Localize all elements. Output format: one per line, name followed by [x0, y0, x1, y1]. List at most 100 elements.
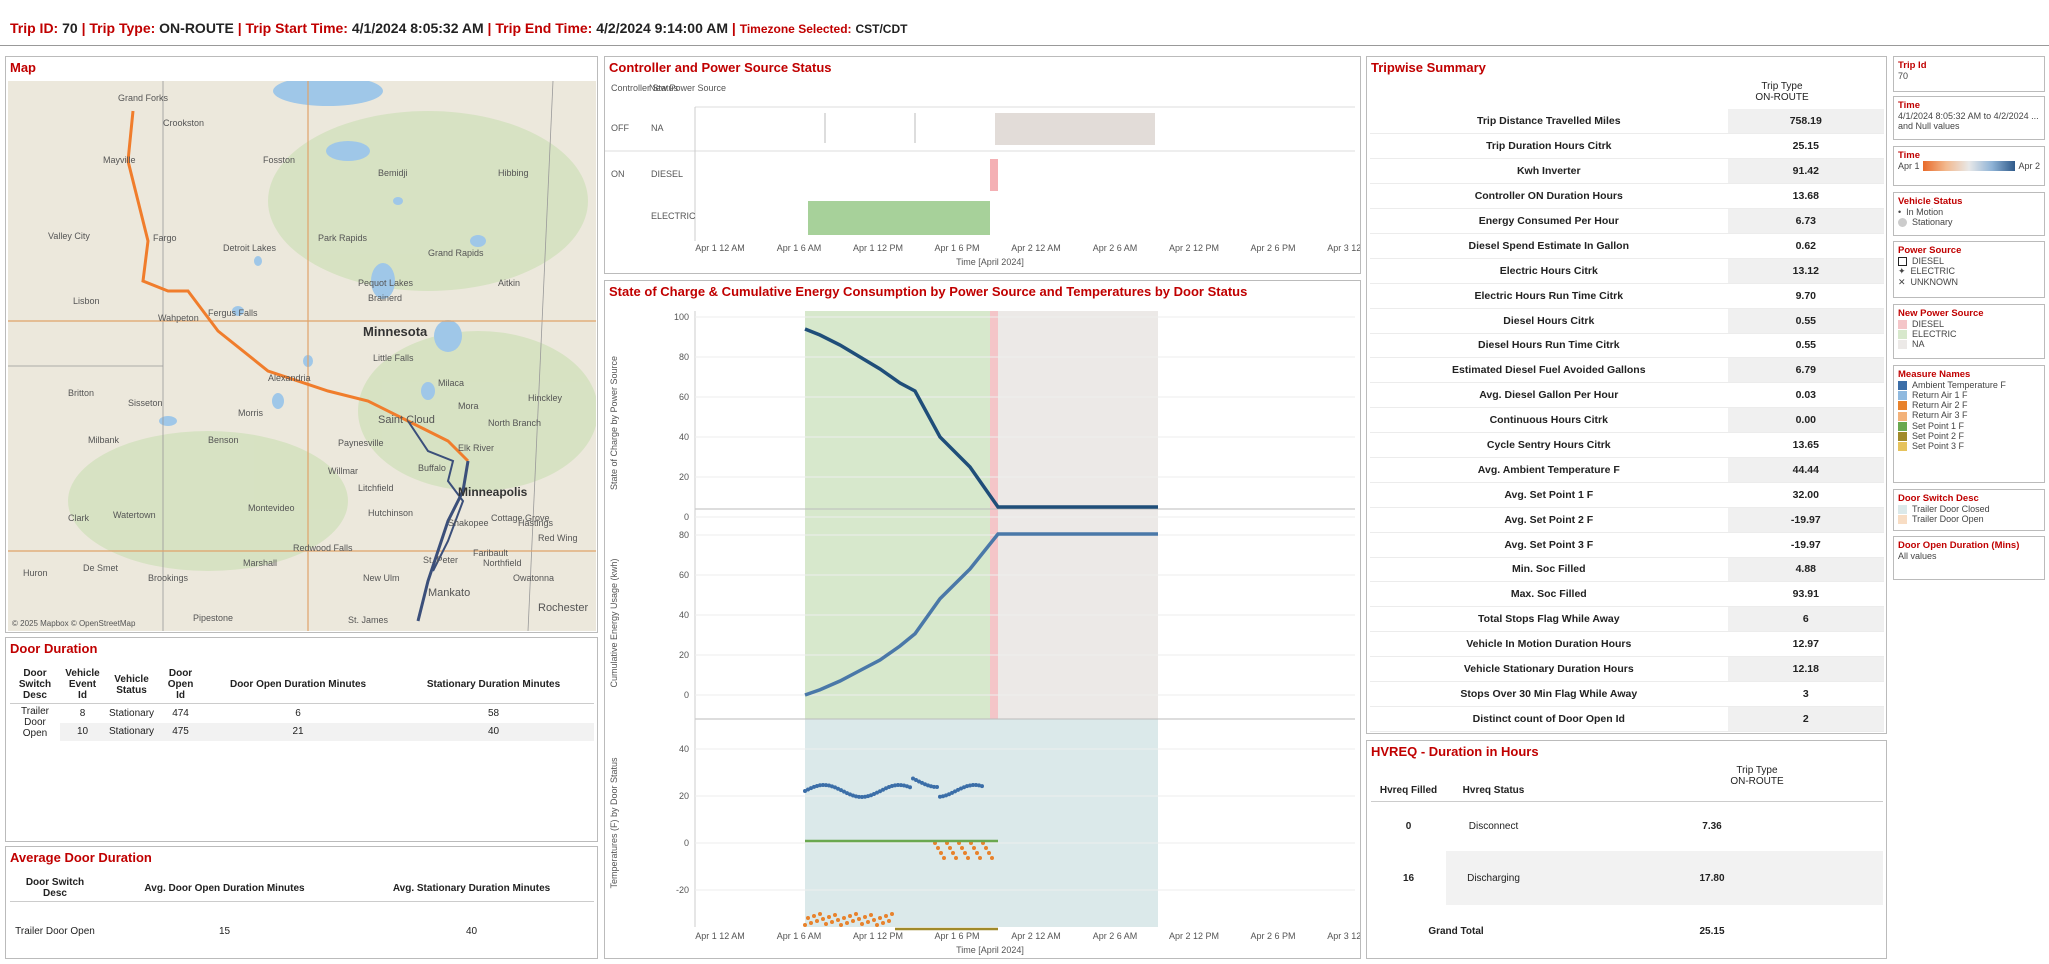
- return-air-point: [818, 912, 822, 916]
- return-air-point: [881, 921, 885, 925]
- svg-text:Detroit Lakes: Detroit Lakes: [223, 243, 277, 253]
- ambient-temp-point: [881, 787, 885, 792]
- svg-text:Minneapolis: Minneapolis: [458, 485, 528, 499]
- table-row: 16 Discharging 17.80: [1371, 851, 1883, 905]
- y-tick-label: 0: [684, 512, 689, 522]
- ambient-temp-point: [932, 784, 936, 789]
- ambient-temp-point: [848, 792, 852, 797]
- x-tick-label: Apr 2 6 AM: [1093, 931, 1138, 941]
- ambient-temp-point: [836, 786, 840, 791]
- return-air-point: [890, 912, 894, 916]
- ambient-temp-point: [935, 784, 939, 789]
- return-air-point: [821, 917, 825, 921]
- svg-text:State of Charge by Power Sourc: State of Charge by Power Source: [609, 356, 619, 490]
- trip-id-filter[interactable]: Trip Id 70: [1893, 56, 2045, 92]
- svg-text:Hastings: Hastings: [518, 518, 554, 528]
- svg-text:Bemidji: Bemidji: [378, 168, 408, 178]
- hvreq-table: Hvreq Filled Hvreq Status 0 Disconnect 7…: [1371, 781, 1883, 957]
- soc-panel: State of Charge & Cumulative Energy Cons…: [604, 280, 1361, 959]
- return-air-point: [836, 918, 840, 922]
- timezone-label: Timezone Selected:: [739, 22, 852, 36]
- avg-door-panel: Average Door Duration Door Switch Desc A…: [5, 846, 598, 959]
- na-bars: [995, 113, 1155, 145]
- col-header: Vehicle Event Id: [65, 668, 100, 701]
- soc-chart: 100 80 60 40 20 0 80 60 40 20 0 40 20 0 -20 State of C…: [609, 311, 1360, 955]
- x-tick-label: Apr 2 6 PM: [1250, 243, 1295, 253]
- return-air-point: [857, 917, 861, 921]
- ambient-temp-point: [905, 784, 909, 789]
- map-canvas[interactable]: Grand Forks Crookston Mayville Fosston Bemi…: [8, 81, 596, 631]
- map-panel: Map Grand Forks Crookston Mayville Fosston…: [5, 56, 598, 633]
- door-open-filter[interactable]: Door Open Duration (Mins) All values: [1893, 536, 2045, 580]
- legend-item: Return Air 2 F: [1898, 400, 2040, 411]
- svg-text:Controller Status: Controller Status: [611, 83, 679, 93]
- ambient-temp-point: [974, 783, 978, 788]
- return-air-point: [842, 916, 846, 920]
- return-air-point: [809, 921, 813, 925]
- table-row: Avg. Ambient Temperature F 44.44: [1370, 457, 1884, 483]
- ambient-temp-point: [875, 790, 879, 795]
- trip-route-return: [416, 460, 470, 622]
- ambient-temp-point: [959, 786, 963, 791]
- controller-chart: Controller Status New Power Source OFF N…: [605, 83, 1360, 267]
- return-air-point: [812, 914, 816, 918]
- ambient-temp-point: [854, 794, 858, 799]
- svg-text:Buffalo: Buffalo: [418, 463, 446, 473]
- return-air-point: [960, 846, 964, 850]
- svg-text:Huron: Huron: [23, 568, 48, 578]
- time-filter[interactable]: Time 4/1/2024 8:05:32 AM to 4/2/2024 ...…: [1893, 96, 2045, 140]
- x-tick-label: Apr 1 6 AM: [777, 931, 822, 941]
- svg-text:Northfield: Northfield: [483, 558, 522, 568]
- return-air-point: [975, 851, 979, 855]
- legend-item: Ambient Temperature F: [1898, 380, 2040, 391]
- trip-id-value: 70: [62, 20, 78, 36]
- x-tick-label: Apr 2 12 AM: [1011, 931, 1061, 941]
- return-air-point: [875, 923, 879, 927]
- trip-header: Trip ID: 70 | Trip Type: ON-ROUTE | Trip…: [0, 8, 2049, 46]
- svg-text:Redwood Falls: Redwood Falls: [293, 543, 353, 553]
- svg-text:Cottage Grove: Cottage Grove: [491, 513, 550, 523]
- table-row: Electric Hours Run Time Citrk 9.70: [1370, 283, 1884, 309]
- svg-text:Brainerd: Brainerd: [368, 293, 402, 303]
- hvreq-panel: HVREQ - Duration in Hours Trip Type ON-R…: [1366, 740, 1887, 959]
- ambient-temp-point: [827, 783, 831, 788]
- svg-text:Little Falls: Little Falls: [373, 353, 414, 363]
- ambient-temp-point: [833, 785, 837, 790]
- diesel-bars: [990, 159, 998, 191]
- svg-text:St. James: St. James: [348, 615, 389, 625]
- x-tick-label: Apr 1 6 PM: [934, 243, 979, 253]
- y-tick-label: 60: [679, 570, 689, 580]
- x-tick-label: Apr 2 12 AM: [1011, 243, 1061, 253]
- ambient-temp-point: [962, 785, 966, 790]
- svg-text:Time [April 2024]: Time [April 2024]: [956, 257, 1024, 267]
- svg-text:Temperatures (F) by Door Statu: Temperatures (F) by Door Status: [609, 757, 619, 889]
- svg-text:Milbank: Milbank: [88, 435, 120, 445]
- return-air-point: [887, 919, 891, 923]
- ambient-temp-point: [815, 783, 819, 788]
- col-header: Door Switch Desc: [18, 668, 52, 701]
- tripwise-table: Trip Distance Travelled Miles 758.19 Trip …: [1370, 109, 1884, 732]
- ambient-temp-point: [977, 783, 981, 788]
- svg-text:Watertown: Watertown: [113, 510, 156, 520]
- table-row: Controller ON Duration Hours 13.68: [1370, 183, 1884, 210]
- svg-text:Grand Rapids: Grand Rapids: [428, 248, 484, 258]
- legend-item: Set Point 2 F: [1898, 431, 2040, 441]
- y-tick-label: 100: [674, 312, 689, 322]
- svg-text:Hutchinson: Hutchinson: [368, 508, 413, 518]
- svg-text:Park Rapids: Park Rapids: [318, 233, 368, 243]
- ambient-temp-point: [872, 792, 876, 797]
- return-air-point: [942, 856, 946, 860]
- time-color-legend: Time Apr 1 Apr 2: [1893, 146, 2045, 186]
- svg-text:New Power Source: New Power Source: [649, 83, 726, 93]
- ambient-temp-point: [896, 783, 900, 788]
- svg-text:Pequot Lakes: Pequot Lakes: [358, 278, 414, 288]
- svg-text:Elk River: Elk River: [458, 443, 494, 453]
- return-air-point: [866, 920, 870, 924]
- ambient-temp-point: [926, 783, 930, 788]
- svg-text:Fosston: Fosston: [263, 155, 295, 165]
- trip-end-label: Trip End Time:: [495, 20, 593, 36]
- svg-text:OFF: OFF: [611, 123, 629, 133]
- measure-names-legend: Measure Names Ambient Temperature F Retur…: [1893, 365, 2045, 483]
- x-tick-label: Apr 1 12 PM: [853, 931, 903, 941]
- ambient-temp-point: [920, 780, 924, 785]
